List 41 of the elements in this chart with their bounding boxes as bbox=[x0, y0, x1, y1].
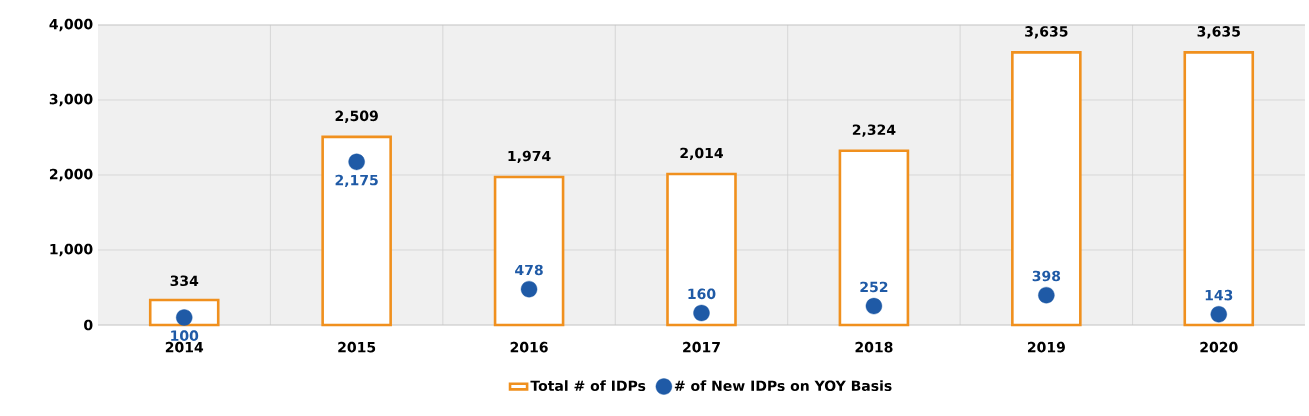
data-label: 160 bbox=[688, 288, 716, 300]
point bbox=[348, 153, 365, 171]
point bbox=[1210, 306, 1227, 323]
data-label: 2,509 bbox=[335, 110, 378, 123]
bar bbox=[838, 149, 910, 327]
point bbox=[520, 280, 538, 298]
y-tick-label: 0 bbox=[84, 319, 93, 331]
data-label: 478 bbox=[515, 264, 543, 276]
y-tick-label: 3,000 bbox=[49, 93, 93, 107]
x-tick-label: 2018 bbox=[855, 341, 893, 353]
x-tick-label: 2015 bbox=[338, 341, 376, 353]
x-tick-label: 2016 bbox=[510, 341, 548, 353]
data-label: 2,014 bbox=[680, 147, 723, 161]
bar bbox=[1183, 51, 1255, 327]
data-label: 252 bbox=[860, 281, 888, 293]
legend-label: # of New IDPs on YOY Basis bbox=[674, 380, 892, 392]
data-label: 2,324 bbox=[852, 124, 896, 137]
y-tick-label: 2,000 bbox=[49, 168, 93, 182]
x-tick-label: 2017 bbox=[683, 341, 720, 353]
bar bbox=[666, 172, 737, 327]
point bbox=[865, 297, 883, 315]
data-label: 143 bbox=[1205, 289, 1233, 301]
point bbox=[176, 309, 193, 326]
bar bbox=[493, 175, 565, 327]
x-tick-label: 2019 bbox=[1027, 341, 1065, 353]
legend-label: Total # of IDPs bbox=[530, 380, 646, 392]
point bbox=[1038, 286, 1055, 304]
data-label: 2,175 bbox=[335, 174, 378, 188]
x-tick-label: 2020 bbox=[1200, 341, 1238, 353]
data-label: 1,974 bbox=[508, 150, 551, 164]
y-tick-label: 1,000 bbox=[50, 243, 93, 257]
y-tick-label: 4,000 bbox=[49, 18, 93, 32]
data-label: 3,635 bbox=[1197, 26, 1240, 39]
bar bbox=[321, 135, 392, 327]
x-tick-label: 2014 bbox=[165, 341, 204, 353]
point bbox=[693, 304, 710, 322]
data-label: 3,635 bbox=[1025, 26, 1068, 39]
data-label: 100 bbox=[171, 330, 199, 341]
bar bbox=[1011, 51, 1082, 327]
data-label: 398 bbox=[1032, 270, 1061, 282]
data-label: 334 bbox=[170, 275, 199, 287]
